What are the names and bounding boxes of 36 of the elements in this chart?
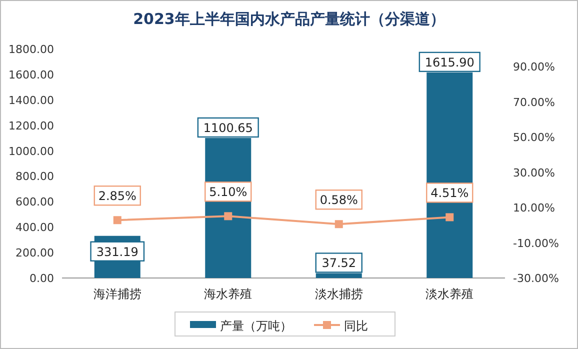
point [334,220,343,228]
x-tick-label: 淡水捕捞 [314,287,363,301]
data-label: 1100.65 [203,120,253,135]
y-tick-label: 1400.00 [8,94,54,107]
point [446,213,454,222]
y2-tick-label: 70.00% [513,96,555,109]
point [113,216,122,224]
y2-tick-label: 30.00% [513,166,555,180]
y2-tick-label: -30.00% [513,272,559,285]
y-tick-label: 400.00 [16,221,54,234]
y2-tick-label: 90.00% [513,60,555,74]
y-tick-label: 1000.00 [8,144,54,158]
y2-tick-label: 10.00% [513,202,555,215]
chart-title: 2023年上半年国内水产品产量统计（分渠道） [133,10,445,28]
data-label: 4.51% [430,186,469,200]
x-tick-label: 海洋捕捞 [93,287,142,301]
data-label: 37.52 [322,256,356,270]
y2-tick-label: -10.00% [513,236,559,250]
y-tick-label: 200.00 [16,246,54,260]
y-tick-label: 1800.00 [8,43,54,56]
y-tick-label: 0.00 [30,272,54,285]
x-tick-label: 海水养殖 [204,287,252,301]
y-tick-label: 800.00 [16,170,54,184]
y-tick-label: 600.00 [16,196,54,209]
data-label: 331.19 [96,244,138,259]
data-label: 0.58% [320,193,358,208]
data-label: 1615.90 [424,55,474,70]
data-label: 5.10% [209,185,248,200]
legend-label: 产量（万吨） [220,319,292,333]
data-label: 2.85% [98,189,136,204]
y2-tick-label: 50.00% [513,131,555,144]
y-tick-label: 1600.00 [8,68,54,82]
x-tick-label: 淡水养殖 [426,287,474,301]
legend-label: 同比 [344,319,368,333]
point [224,212,232,220]
y-tick-label: 1200.00 [8,119,54,132]
